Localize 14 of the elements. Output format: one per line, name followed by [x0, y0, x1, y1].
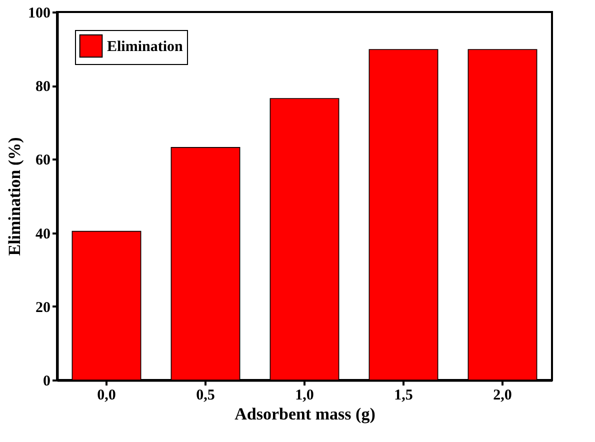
y-tick-label: 100 [28, 6, 50, 22]
x-axis-title: Adsorbent mass (g) [234, 404, 376, 424]
x-tick-label: 1,0 [295, 388, 314, 404]
legend-label: Elimination [107, 39, 184, 55]
y-tick-label: 40 [36, 226, 50, 242]
x-tick-label: 0,0 [97, 388, 116, 404]
y-tick-label: 0 [43, 374, 50, 390]
y-axis-title: Elimination (%) [5, 137, 24, 256]
y-tick-label: 80 [36, 79, 50, 96]
y-tick-label: 20 [36, 300, 50, 316]
x-tick-label: 0,5 [196, 388, 215, 404]
y-tick-label: 60 [36, 152, 50, 169]
x-tick-label: 1,5 [394, 388, 413, 404]
x-tick-label: 2,0 [493, 388, 512, 404]
